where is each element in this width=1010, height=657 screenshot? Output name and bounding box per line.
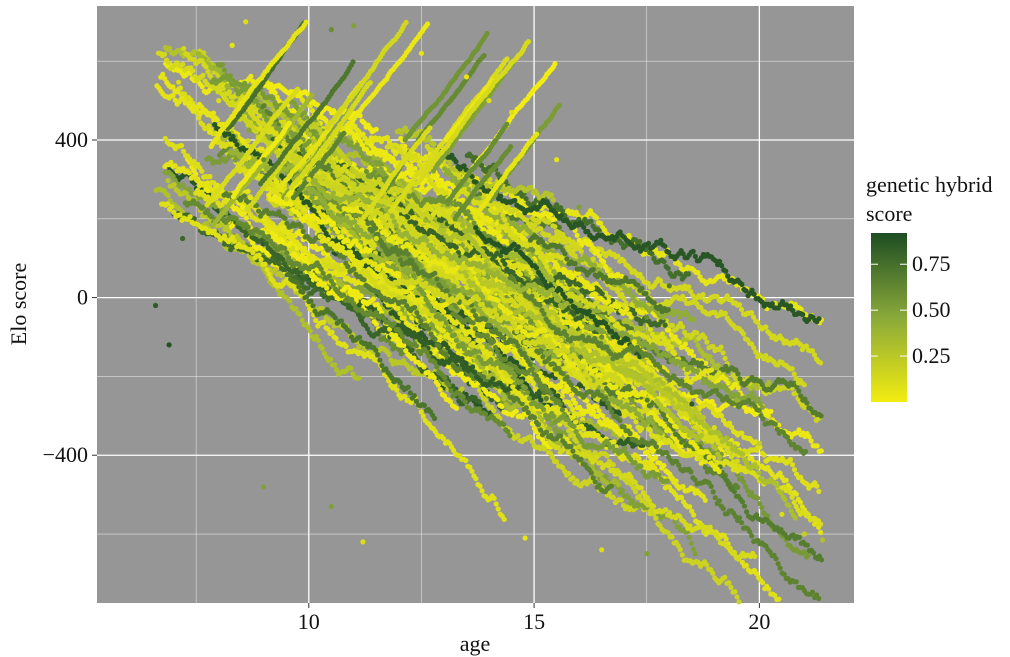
data-point (412, 166, 418, 172)
data-point (735, 385, 741, 391)
data-point (515, 433, 521, 439)
data-point (766, 586, 772, 592)
data-point (814, 443, 820, 449)
data-point (776, 596, 782, 602)
data-point (818, 448, 824, 454)
data-point (687, 504, 693, 510)
data-point (497, 233, 503, 239)
data-point (566, 470, 572, 477)
data-point (768, 408, 774, 414)
data-point (527, 434, 533, 440)
data-point (419, 184, 425, 191)
data-point (808, 438, 814, 444)
data-point (287, 298, 293, 304)
data-point (297, 311, 303, 317)
data-point (199, 84, 205, 90)
data-point (743, 562, 750, 569)
data-point (390, 155, 396, 162)
data-point (293, 306, 299, 312)
data-point (530, 381, 537, 387)
data-point (676, 339, 682, 345)
data-point (640, 325, 646, 332)
data-point (666, 327, 672, 333)
data-point (315, 337, 321, 343)
data-point (180, 182, 186, 188)
data-point (327, 356, 334, 362)
data-point (678, 494, 685, 500)
data-point (299, 317, 305, 323)
data-point (688, 348, 695, 354)
data-point (610, 494, 616, 501)
data-point (735, 484, 741, 490)
data-point (333, 367, 340, 373)
data-point (319, 345, 325, 351)
data-points (153, 19, 826, 605)
data-point (248, 73, 254, 79)
data-point (760, 580, 766, 586)
data-point (348, 365, 354, 371)
data-point (331, 362, 338, 368)
data-point (356, 375, 362, 381)
data-point (483, 397, 489, 403)
data-point (165, 192, 171, 199)
data-point (723, 536, 729, 542)
data-point (243, 215, 249, 221)
data-point (707, 354, 713, 360)
data-point (691, 512, 697, 518)
data-point (682, 341, 689, 347)
data-point (491, 408, 497, 414)
data-point (766, 379, 772, 386)
data-point (307, 328, 313, 334)
